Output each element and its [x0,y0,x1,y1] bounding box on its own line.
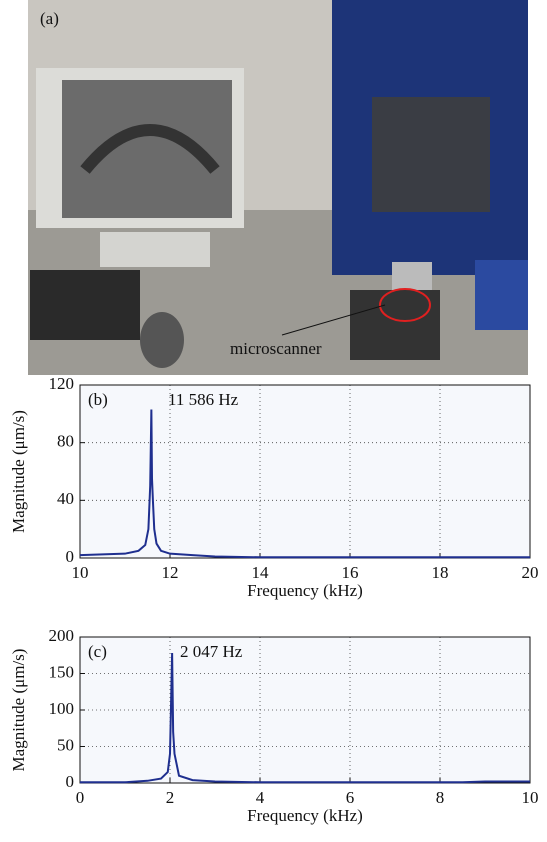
monitor-stand [100,232,210,267]
x-tick-label: 20 [522,563,539,582]
photo: (a) microscanner [28,0,528,375]
annotation-arrow [281,304,386,336]
y-tick-label: 100 [49,699,75,718]
panel-label: (a) [40,9,59,28]
x-tick-label: 8 [436,788,445,807]
y-axis-label: Magnitude (μm/s) [9,410,28,533]
panel-label: (b) [88,390,108,409]
x-tick-label: 10 [72,563,89,582]
y-tick-label: 50 [57,735,74,754]
photo-annotation: microscanner [230,339,322,358]
x-tick-label: 10 [522,788,539,807]
analyzer-screen [372,97,490,212]
x-tick-label: 16 [342,563,359,582]
y-tick-label: 0 [66,547,75,566]
y-tick-label: 150 [49,662,75,681]
keyboard [30,270,140,340]
annotation: 2 047 Hz [180,642,243,661]
x-tick-label: 4 [256,788,265,807]
controller [475,260,528,330]
panel-label: (c) [88,642,107,661]
highlight-circle [379,288,431,322]
y-tick-label: 120 [49,374,75,393]
data-line [80,653,530,784]
data-line [79,409,530,559]
stage [350,290,440,360]
y-tick-label: 80 [57,432,74,451]
x-tick-label: 12 [162,563,179,582]
y-axis-label: Magnitude (μm/s) [9,649,28,772]
x-tick-label: 14 [252,563,270,582]
y-tick-label: 0 [66,772,75,791]
x-tick-label: 0 [76,788,85,807]
x-tick-label: 18 [432,563,449,582]
y-tick-label: 40 [57,489,74,508]
x-tick-label: 6 [346,788,355,807]
x-axis-label: Frequency (kHz) [247,806,363,825]
annotation: 11 586 Hz [168,390,239,409]
x-axis-label: Frequency (kHz) [247,581,363,600]
monitor-screen [62,80,232,218]
x-tick-label: 2 [166,788,175,807]
screen-image [80,124,220,174]
y-tick-label: 200 [49,626,75,645]
mouse [140,312,184,368]
